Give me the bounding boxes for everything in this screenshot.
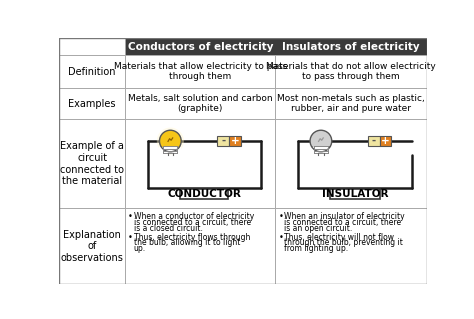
Text: the bulb, allowing it to light: the bulb, allowing it to light [134, 239, 240, 248]
Bar [275, 38, 427, 55]
Text: Definition: Definition [68, 67, 116, 77]
Text: Examples: Examples [68, 99, 116, 109]
Text: +: + [381, 136, 390, 146]
Text: CONDUCTOR: CONDUCTOR [167, 189, 241, 199]
Bar [275, 55, 427, 88]
Text: is an open circuit.: is an open circuit. [284, 224, 352, 233]
Text: Thus, electricity flows through: Thus, electricity flows through [134, 233, 250, 242]
Circle shape [310, 130, 332, 152]
Bar [59, 38, 125, 55]
Text: Metals, salt solution and carbon
(graphite): Metals, salt solution and carbon (graphi… [128, 94, 273, 114]
Bar [59, 38, 125, 55]
Text: Materials that do not allow electricity
to pass through them: Materials that do not allow electricity … [266, 62, 436, 81]
Text: Materials that allow electricity to pass
through them: Materials that allow electricity to pass… [114, 62, 287, 81]
Text: •: • [128, 233, 133, 242]
Text: INSULATOR: INSULATOR [322, 189, 388, 199]
Text: When a conductor of electricity: When a conductor of electricity [134, 212, 254, 221]
Text: is connected to a circuit, there: is connected to a circuit, there [134, 218, 251, 227]
Bar [368, 136, 380, 146]
Text: is a closed circuit.: is a closed circuit. [134, 224, 202, 233]
Bar [180, 189, 228, 199]
Circle shape [159, 130, 181, 152]
Text: -: - [221, 136, 225, 146]
Text: -: - [372, 136, 376, 146]
Text: When an insulator of electricity: When an insulator of electricity [284, 212, 405, 221]
Bar [59, 88, 125, 119]
Text: Most non-metals such as plastic,
rubber, air and pure water: Most non-metals such as plastic, rubber,… [277, 94, 425, 114]
Text: is connected to a circuit, there: is connected to a circuit, there [284, 218, 401, 227]
Text: +: + [230, 136, 239, 146]
Bar [275, 88, 427, 119]
Text: Explanation
of
observations: Explanation of observations [61, 230, 124, 263]
Bar [310, 147, 332, 153]
Text: Example of a
circuit
connected to
the material: Example of a circuit connected to the ma… [60, 141, 124, 186]
Bar [275, 208, 427, 284]
Text: Conductors of electricity: Conductors of electricity [128, 42, 273, 52]
Bar [330, 189, 380, 199]
Bar [125, 38, 275, 55]
Text: Insulators of electricity: Insulators of electricity [282, 42, 420, 52]
Text: Thus, electricity will not flow: Thus, electricity will not flow [284, 233, 394, 242]
Bar [59, 119, 125, 208]
Bar [275, 119, 427, 208]
Circle shape [157, 128, 184, 154]
Bar [59, 208, 125, 284]
Bar [125, 119, 275, 208]
Bar [380, 136, 392, 146]
Bar [59, 55, 125, 88]
Bar [125, 55, 275, 88]
Bar [218, 136, 229, 146]
Text: •: • [279, 233, 283, 242]
Text: •: • [279, 212, 283, 221]
Bar [229, 136, 241, 146]
Text: up.: up. [134, 244, 146, 253]
Bar [125, 208, 275, 284]
Text: through the bulb, preventing it: through the bulb, preventing it [284, 239, 403, 248]
Text: from lighting up.: from lighting up. [284, 244, 348, 253]
Bar [159, 147, 181, 153]
Text: •: • [128, 212, 133, 221]
Bar [125, 88, 275, 119]
